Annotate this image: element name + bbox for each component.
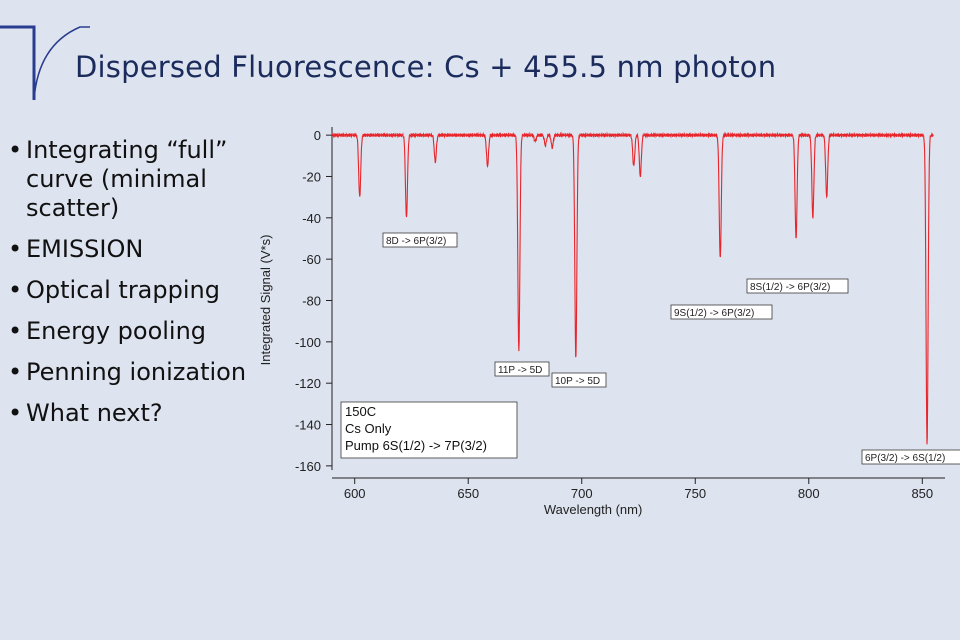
annotation-box [382, 232, 458, 248]
x-axis-label: Wavelength (nm) [544, 502, 643, 517]
bullet-dot: • [8, 317, 23, 345]
annotation-label: 6P(3/2) -> 6S(1/2) [861, 449, 960, 465]
bullet-text: What next? [26, 399, 163, 427]
annotation-text: 10P -> 5D [555, 376, 600, 387]
y-tick-label: -140 [295, 418, 321, 433]
bullet-dot: • [8, 276, 23, 304]
annotation-text: 6P(3/2) -> 6S(1/2) [865, 453, 945, 464]
annotation-label: 8S(1/2) -> 6P(3/2) [746, 278, 849, 294]
bullet-text: Energy pooling [26, 317, 207, 345]
annotation-label: 10P -> 5D [551, 372, 607, 388]
x-tick-label: 800 [798, 486, 820, 501]
y-tick-label: -60 [302, 252, 321, 267]
y-tick-label: 0 [314, 128, 321, 143]
bullet-item: • Energy pooling [8, 317, 253, 346]
bullet-dot: • [8, 136, 23, 164]
legend-box: 150C Cs Only Pump 6S(1/2) -> 7P(3/2) [340, 401, 518, 459]
x-tick-label: 750 [684, 486, 706, 501]
legend-line: Cs Only [345, 421, 392, 436]
bullet-text: Integrating “full” curve (minimal scatte… [26, 136, 228, 222]
bullet-dot: • [8, 399, 23, 427]
bullet-item: • Penning ionization [8, 358, 253, 387]
annotation-label: 8D -> 6P(3/2) [382, 232, 458, 248]
legend-line: Pump 6S(1/2) -> 7P(3/2) [345, 438, 487, 453]
annotation-text: 9S(1/2) -> 6P(3/2) [674, 308, 754, 319]
y-axis: 0 -20 -40 -60 -80 -100 -120 -140 -160 [295, 127, 333, 474]
slide-title: Dispersed Fluorescence: Cs + 455.5 nm ph… [75, 50, 777, 84]
y-tick-label: -80 [302, 294, 321, 309]
y-tick-label: -20 [302, 169, 321, 184]
y-axis-label: Integrated Signal (V*s) [258, 235, 273, 366]
annotation-box [494, 361, 550, 377]
annotation-box [746, 278, 849, 294]
bullet-item: • What next? [8, 399, 253, 428]
x-tick-label: 700 [571, 486, 593, 501]
bullet-item: • Integrating “full” curve (minimal scatt… [8, 136, 253, 223]
annotation-box [861, 449, 960, 465]
legend-line: 150C [345, 404, 376, 419]
annotations: 8D -> 6P(3/2) 8S(1/2) -> 6P(3/2) 9S(1/2) -… [382, 232, 960, 465]
bullet-text: EMISSION [26, 235, 144, 263]
annotation-text: 8D -> 6P(3/2) [386, 236, 446, 247]
slide-accent-bracket [0, 25, 90, 101]
annotation-box [670, 304, 773, 320]
bullet-item: • Optical trapping [8, 276, 253, 305]
x-tick-label: 850 [911, 486, 933, 501]
x-tick-label: 600 [344, 486, 366, 501]
bullet-list: • Integrating “full” curve (minimal scatt… [8, 136, 253, 440]
y-tick-label: -160 [295, 459, 321, 474]
y-tick-label: -40 [302, 211, 321, 226]
annotation-label: 11P -> 5D [494, 361, 550, 377]
bullet-dot: • [8, 235, 23, 263]
annotation-text: 11P -> 5D [498, 365, 542, 376]
y-tick-label: -100 [295, 335, 321, 350]
annotation-box [551, 372, 607, 388]
bullet-item: • EMISSION [8, 235, 253, 264]
legend-frame [340, 401, 518, 459]
bullet-text: Optical trapping [26, 276, 220, 304]
x-axis: 600 650 700 750 800 850 [332, 477, 945, 501]
fluorescence-chart: 0 -20 -40 -60 -80 -100 -120 -140 -160 600 650 700 7… [258, 127, 960, 517]
annotation-label: 9S(1/2) -> 6P(3/2) [670, 304, 773, 320]
bullet-dot: • [8, 358, 23, 386]
y-tick-label: -120 [295, 376, 321, 391]
bullet-text: Penning ionization [26, 358, 247, 386]
emission-trace [331, 131, 934, 445]
annotation-text: 8S(1/2) -> 6P(3/2) [750, 282, 830, 293]
x-tick-label: 650 [457, 486, 479, 501]
